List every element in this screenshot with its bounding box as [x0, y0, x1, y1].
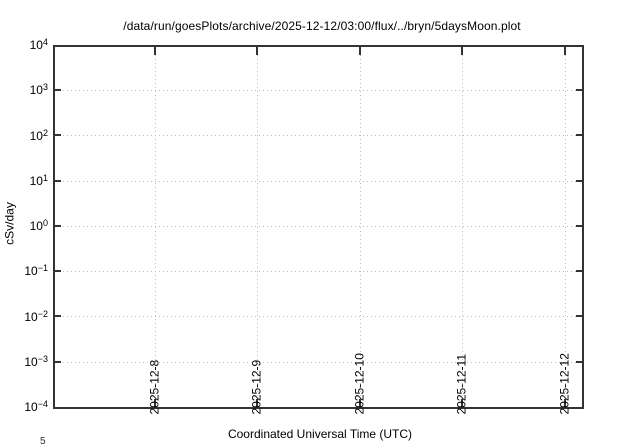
x-axis-label: Coordinated Universal Time (UTC) — [227, 427, 413, 441]
x-tick-mark — [461, 399, 463, 407]
y-tick-mark — [576, 225, 582, 227]
x-tick-label: 2025-12-12 — [557, 353, 572, 415]
y-tick-exp: 0 — [42, 218, 48, 228]
y-tick-exp: −3 — [37, 354, 48, 364]
y-tick-label: 101 — [0, 173, 48, 189]
y-tick-label: 10−3 — [0, 354, 48, 370]
y-tick-base: 10 — [24, 264, 38, 278]
y-tick-mark — [55, 270, 61, 272]
y-tick-mark — [576, 270, 582, 272]
y-tick-label: 10−4 — [0, 399, 48, 415]
y-tick-label: 103 — [0, 82, 48, 98]
x-tick-mark — [154, 47, 156, 55]
y-tick-base: 10 — [24, 355, 38, 369]
y-tick-exp: −2 — [37, 309, 48, 319]
y-tick-base: 10 — [24, 310, 38, 324]
y-tick-mark — [576, 361, 582, 363]
x-gridline — [565, 47, 566, 407]
y-tick-exp: 4 — [42, 37, 48, 47]
x-tick-mark — [359, 399, 361, 407]
y-gridline — [55, 135, 582, 136]
x-tick-mark — [564, 399, 566, 407]
y-tick-mark — [55, 315, 61, 317]
y-gridline — [55, 316, 582, 317]
x-tick-mark — [461, 47, 463, 55]
y-tick-mark — [576, 89, 582, 91]
y-gridline — [55, 271, 582, 272]
clipped-label-fragment: 5 — [40, 436, 46, 447]
x-gridline — [360, 47, 361, 407]
y-tick-label: 102 — [0, 128, 48, 144]
y-tick-base: 10 — [29, 174, 43, 188]
y-tick-mark — [55, 180, 61, 182]
y-axis-label: cSv/day — [2, 202, 17, 245]
x-gridline — [462, 47, 463, 407]
y-tick-mark — [55, 89, 61, 91]
x-tick-mark — [564, 47, 566, 55]
y-tick-base: 10 — [29, 129, 43, 143]
plot-area — [53, 45, 584, 409]
x-tick-mark — [154, 399, 156, 407]
y-tick-mark — [55, 225, 61, 227]
y-tick-label: 100 — [0, 218, 48, 234]
y-tick-exp: 2 — [42, 128, 48, 138]
y-tick-exp: −1 — [37, 263, 48, 273]
y-tick-label: 10−1 — [0, 263, 48, 279]
y-gridline — [55, 90, 582, 91]
x-gridline — [155, 47, 156, 407]
x-gridline — [257, 47, 258, 407]
y-gridline — [55, 181, 582, 182]
y-tick-mark — [576, 180, 582, 182]
y-gridline — [55, 362, 582, 363]
x-tick-label: 2025-12-8 — [147, 359, 162, 415]
y-tick-exp: 1 — [42, 173, 48, 183]
x-tick-mark — [256, 399, 258, 407]
y-tick-base: 10 — [24, 400, 38, 414]
x-tick-mark — [359, 47, 361, 55]
y-tick-mark — [55, 134, 61, 136]
y-gridline — [55, 226, 582, 227]
y-tick-label: 104 — [0, 37, 48, 53]
y-tick-mark — [576, 315, 582, 317]
y-tick-base: 10 — [29, 219, 43, 233]
x-tick-mark — [256, 47, 258, 55]
y-tick-base: 10 — [29, 83, 43, 97]
y-tick-exp: −4 — [37, 399, 48, 409]
plot-title: /data/run/goesPlots/archive/2025-12-12/0… — [123, 19, 521, 33]
x-tick-label: 2025-12-9 — [249, 359, 264, 415]
y-tick-mark — [55, 361, 61, 363]
x-tick-label: 2025-12-10 — [352, 353, 367, 415]
y-tick-exp: 3 — [42, 82, 48, 92]
y-tick-base: 10 — [29, 38, 43, 52]
y-tick-label: 10−2 — [0, 309, 48, 325]
y-tick-mark — [576, 134, 582, 136]
x-tick-label: 2025-12-11 — [454, 354, 469, 415]
